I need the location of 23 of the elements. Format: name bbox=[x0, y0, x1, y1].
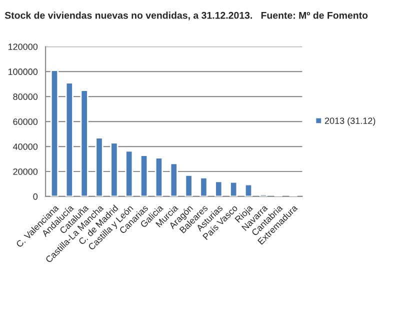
bar bbox=[200, 177, 208, 196]
bar bbox=[154, 157, 164, 196]
y-tick-label: 20000 bbox=[13, 168, 38, 175]
bar bbox=[65, 82, 74, 196]
y-tick-label: 120000 bbox=[8, 44, 38, 50]
bar bbox=[214, 180, 223, 196]
bar bbox=[230, 181, 238, 196]
y-tick-label: 100000 bbox=[8, 68, 38, 75]
bar bbox=[244, 184, 253, 196]
chart-title: Stock de viviendas nuevas no vendidas, a 31.12.2013. Fuente: Mº de Fomento bbox=[4, 12, 368, 20]
y-tick-label: 60000 bbox=[13, 118, 38, 125]
y-tick-label: 80000 bbox=[13, 94, 38, 100]
bar bbox=[184, 174, 193, 196]
bar bbox=[80, 90, 88, 196]
bar bbox=[140, 154, 148, 196]
bar bbox=[95, 137, 104, 196]
bar bbox=[50, 70, 59, 196]
bar bbox=[170, 162, 178, 196]
bar bbox=[110, 142, 118, 196]
y-tick-label: 0 bbox=[33, 193, 38, 200]
legend-label: 2013 (31.12) bbox=[324, 117, 376, 126]
bar bbox=[125, 150, 134, 196]
y-tick-label: 40000 bbox=[13, 143, 38, 150]
